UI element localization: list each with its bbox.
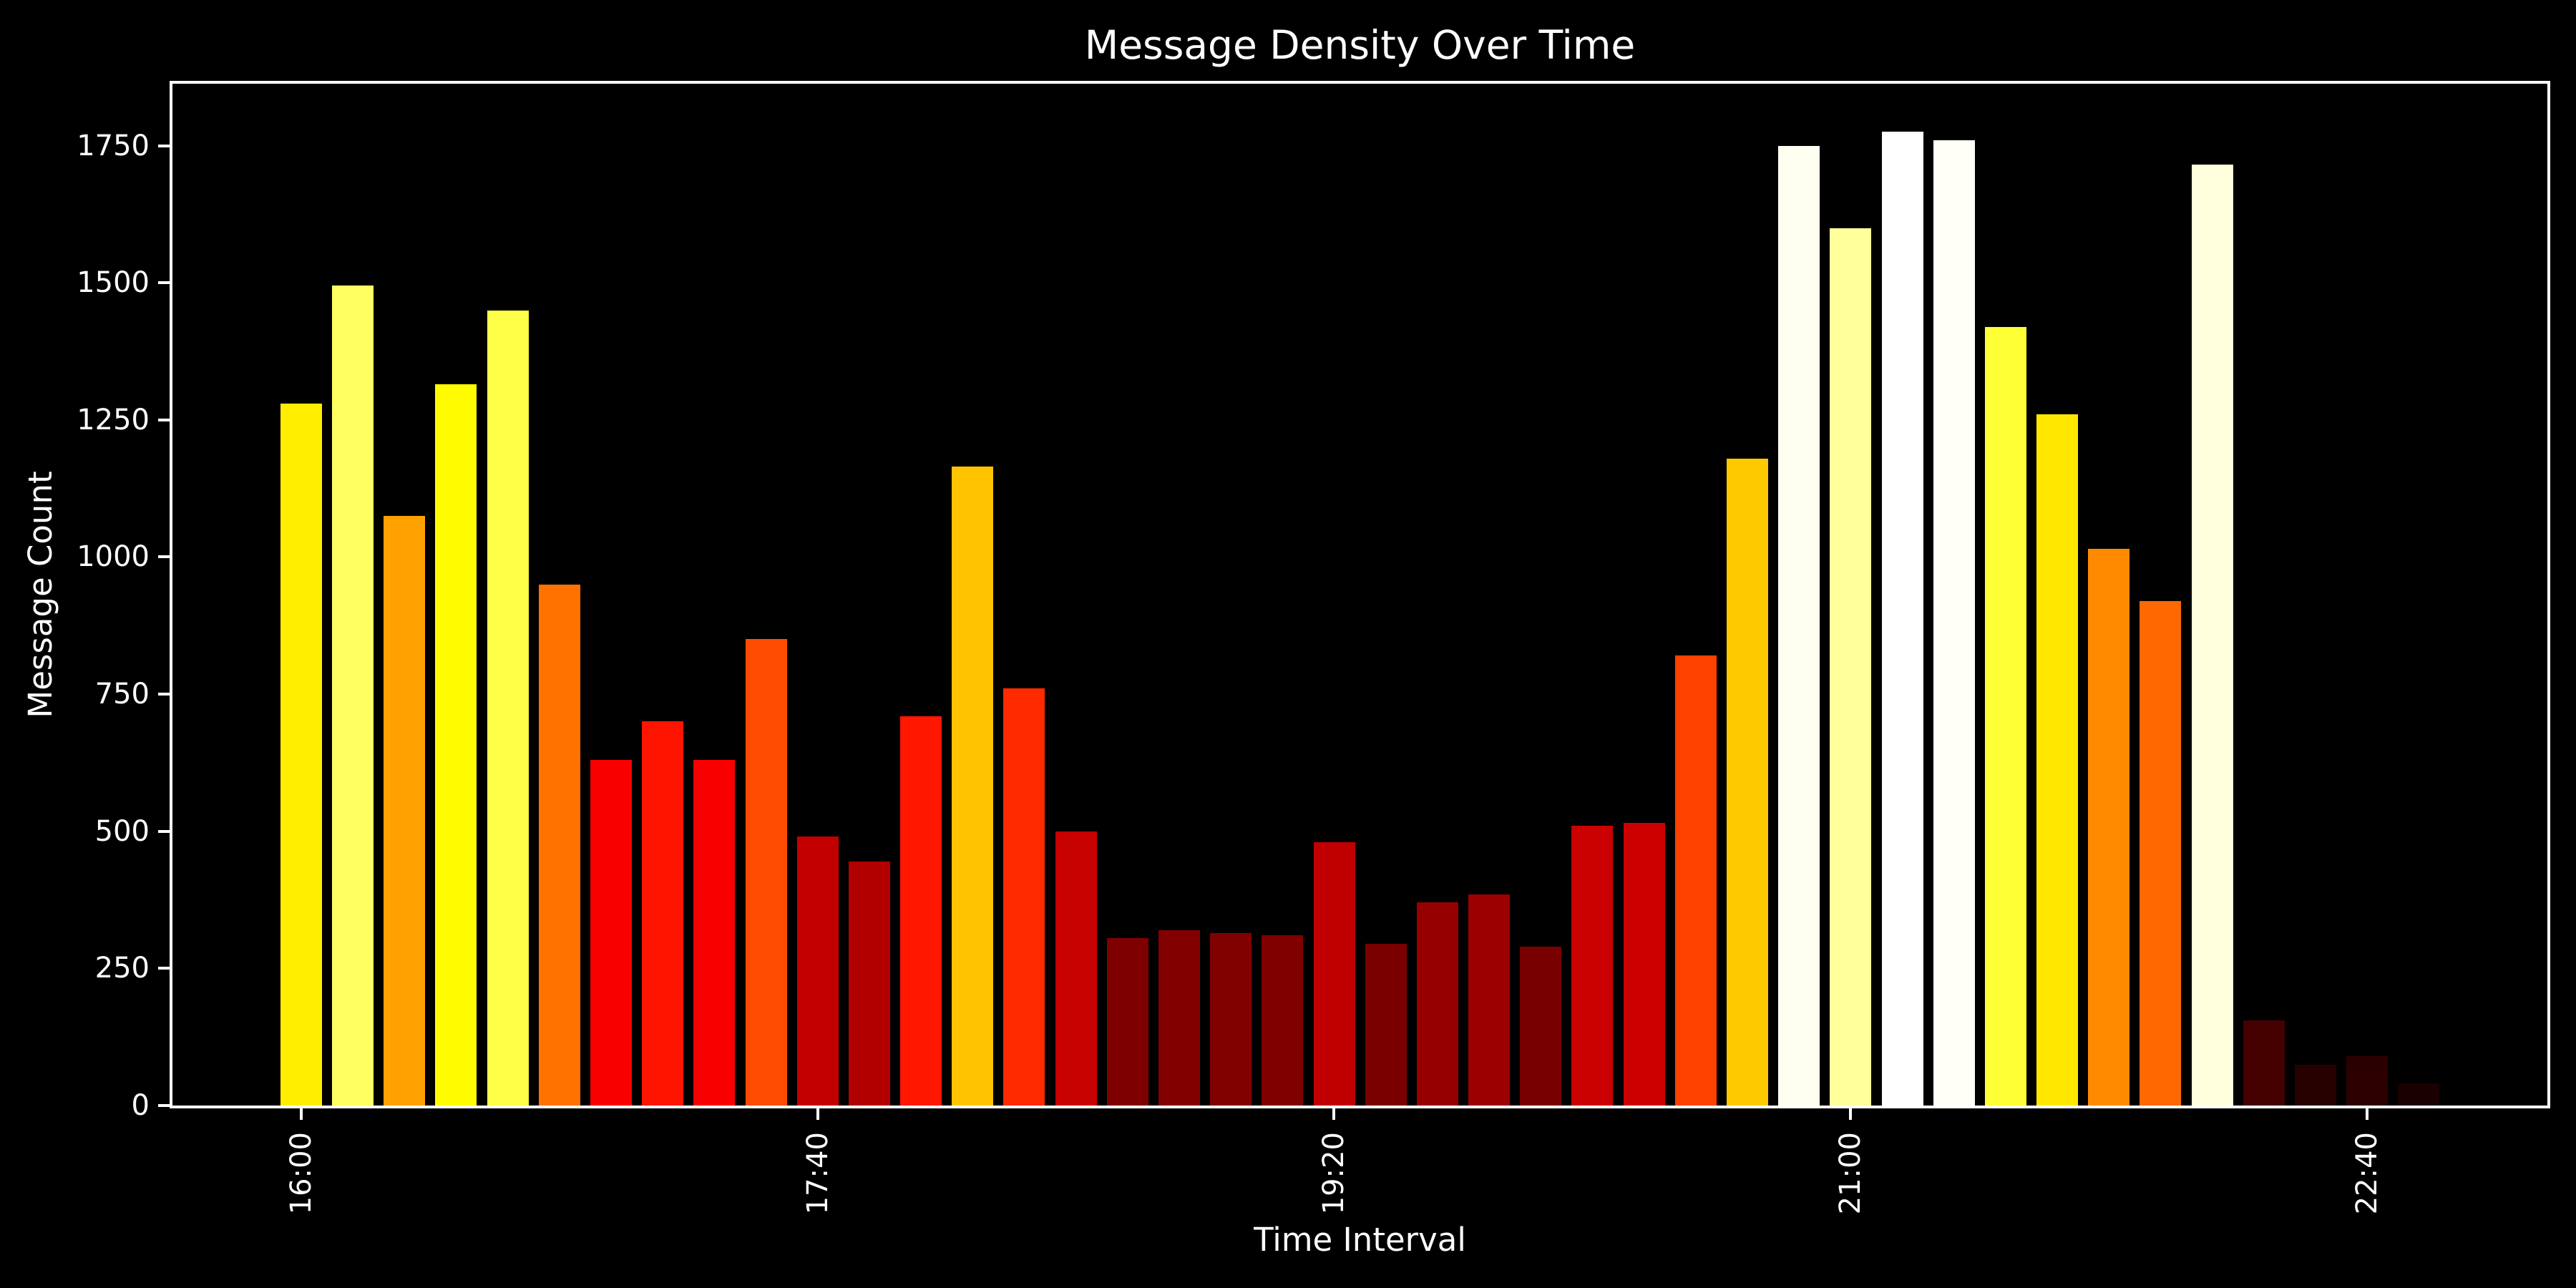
bar-19:20 xyxy=(1314,842,1355,1106)
x-tick-label: 21:00 xyxy=(1834,1132,1867,1215)
bar-19:50 xyxy=(1468,894,1510,1106)
bar-17:10 xyxy=(642,721,683,1106)
bar-21:40 xyxy=(2036,414,2078,1106)
chart-title: Message Density Over Time xyxy=(1084,22,1636,68)
bar-16:10 xyxy=(332,286,374,1106)
y-tick-label: 250 xyxy=(94,952,150,985)
bar-18:40 xyxy=(1107,938,1148,1106)
bar-18:20 xyxy=(1003,688,1045,1106)
bar-22:40 xyxy=(2346,1056,2388,1106)
y-tick-mark xyxy=(158,830,170,833)
bar-19:10 xyxy=(1262,935,1303,1106)
x-tick-label: 19:20 xyxy=(1317,1132,1350,1215)
bar-17:30 xyxy=(746,639,787,1106)
x-tick-mark xyxy=(1849,1108,1852,1120)
bar-17:50 xyxy=(849,862,890,1106)
y-tick-label: 500 xyxy=(94,815,150,848)
x-tick-mark xyxy=(300,1108,303,1120)
bar-20:20 xyxy=(1624,823,1665,1106)
bar-19:40 xyxy=(1417,902,1458,1106)
bar-16:30 xyxy=(435,384,477,1106)
bar-21:50 xyxy=(2088,549,2129,1106)
bar-18:30 xyxy=(1055,831,1097,1106)
bar-17:00 xyxy=(590,760,632,1106)
y-tick-label: 1750 xyxy=(77,130,150,162)
bar-18:00 xyxy=(900,716,942,1106)
bar-16:20 xyxy=(384,516,425,1106)
y-tick-mark xyxy=(158,145,170,147)
bar-17:20 xyxy=(693,760,735,1106)
x-axis-label: Time Interval xyxy=(1254,1221,1466,1259)
bar-20:10 xyxy=(1571,826,1613,1106)
y-tick-label: 1500 xyxy=(77,266,150,299)
x-tick-mark xyxy=(2366,1108,2368,1120)
y-tick-mark xyxy=(158,693,170,696)
y-tick-label: 1250 xyxy=(77,404,150,436)
bar-16:50 xyxy=(539,585,580,1106)
bar-20:00 xyxy=(1520,947,1561,1106)
bar-19:00 xyxy=(1210,933,1252,1106)
y-tick-label: 1000 xyxy=(77,540,150,573)
bar-18:50 xyxy=(1158,930,1200,1106)
bar-19:30 xyxy=(1365,944,1407,1106)
y-tick-mark xyxy=(158,281,170,284)
x-tick-label: 16:00 xyxy=(285,1132,318,1215)
y-tick-label: 0 xyxy=(131,1089,150,1122)
bar-17:40 xyxy=(797,836,839,1106)
y-tick-mark xyxy=(158,1104,170,1107)
x-tick-label: 22:40 xyxy=(2351,1132,2384,1215)
bar-16:00 xyxy=(280,404,322,1106)
y-tick-mark xyxy=(158,555,170,558)
bar-21:10 xyxy=(1882,132,1923,1106)
bar-21:00 xyxy=(1830,228,1871,1106)
bar-21:30 xyxy=(1985,327,2026,1106)
x-tick-mark xyxy=(1332,1108,1335,1120)
bar-22:10 xyxy=(2192,165,2233,1106)
bar-20:40 xyxy=(1727,459,1768,1106)
y-tick-mark xyxy=(158,419,170,421)
bar-20:30 xyxy=(1675,655,1717,1106)
bar-22:50 xyxy=(2398,1083,2439,1106)
bar-18:10 xyxy=(952,467,993,1106)
bar-22:20 xyxy=(2243,1020,2285,1106)
x-tick-mark xyxy=(816,1108,819,1120)
y-tick-mark xyxy=(158,967,170,970)
bar-22:00 xyxy=(2140,601,2181,1106)
bar-16:40 xyxy=(487,311,529,1106)
bar-20:50 xyxy=(1778,146,1820,1106)
bar-22:30 xyxy=(2295,1065,2336,1106)
y-tick-label: 750 xyxy=(94,678,150,711)
x-tick-label: 17:40 xyxy=(801,1132,834,1215)
bar-21:20 xyxy=(1933,140,1975,1106)
